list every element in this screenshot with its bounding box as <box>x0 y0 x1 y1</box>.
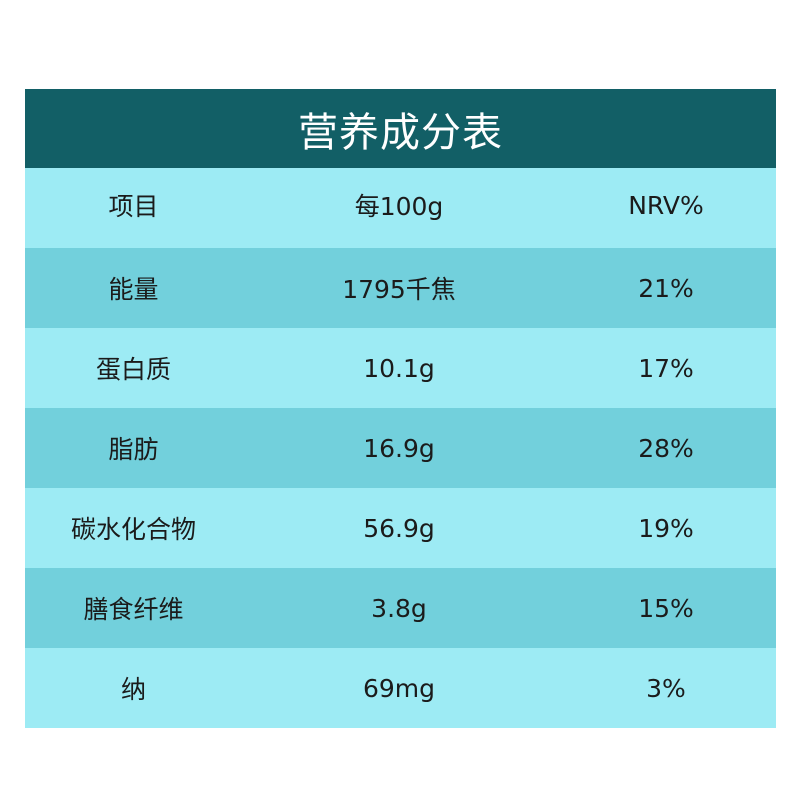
table-title: 营养成分表 <box>25 89 776 168</box>
header-nrv: NRV% <box>628 190 704 220</box>
row-nrv: 3% <box>646 673 686 703</box>
row-item: 能量 <box>108 275 159 304</box>
row-item: 纳 <box>120 675 146 704</box>
row-amount: 16.9g <box>363 433 435 463</box>
row-item: 蛋白质 <box>95 355 171 384</box>
table-row: 碳水化合物 56.9g 19% <box>25 488 776 568</box>
row-amount: 10.1g <box>363 353 435 383</box>
row-amount: 3.8g <box>371 593 427 623</box>
header-per-100g: 每100g <box>354 192 444 221</box>
table-row: 膳食纤维 3.8g 15% <box>25 568 776 648</box>
header-item: 项目 <box>108 192 159 221</box>
row-amount: 1795千焦 <box>342 275 456 304</box>
row-item: 脂肪 <box>108 435 159 464</box>
row-nrv: 21% <box>638 273 694 303</box>
row-amount: 69mg <box>362 673 436 703</box>
row-nrv: 19% <box>638 513 694 543</box>
row-item: 碳水化合物 <box>70 515 196 544</box>
table-header-row: 项目 每100g NRV% <box>25 168 776 248</box>
nutrition-table: 营养成分表 项目 每100g NRV% 能量 1795千焦 21% 蛋白质 10… <box>25 89 776 728</box>
table-row: 纳 69mg 3% <box>25 648 776 728</box>
row-amount: 56.9g <box>363 513 435 543</box>
table-row: 脂肪 16.9g 28% <box>25 408 776 488</box>
table-row: 蛋白质 10.1g 17% <box>25 328 776 408</box>
row-nrv: 17% <box>638 353 694 383</box>
row-item: 膳食纤维 <box>83 595 184 624</box>
table-row: 能量 1795千焦 21% <box>25 248 776 328</box>
row-nrv: 28% <box>638 433 694 463</box>
row-nrv: 15% <box>638 593 694 623</box>
